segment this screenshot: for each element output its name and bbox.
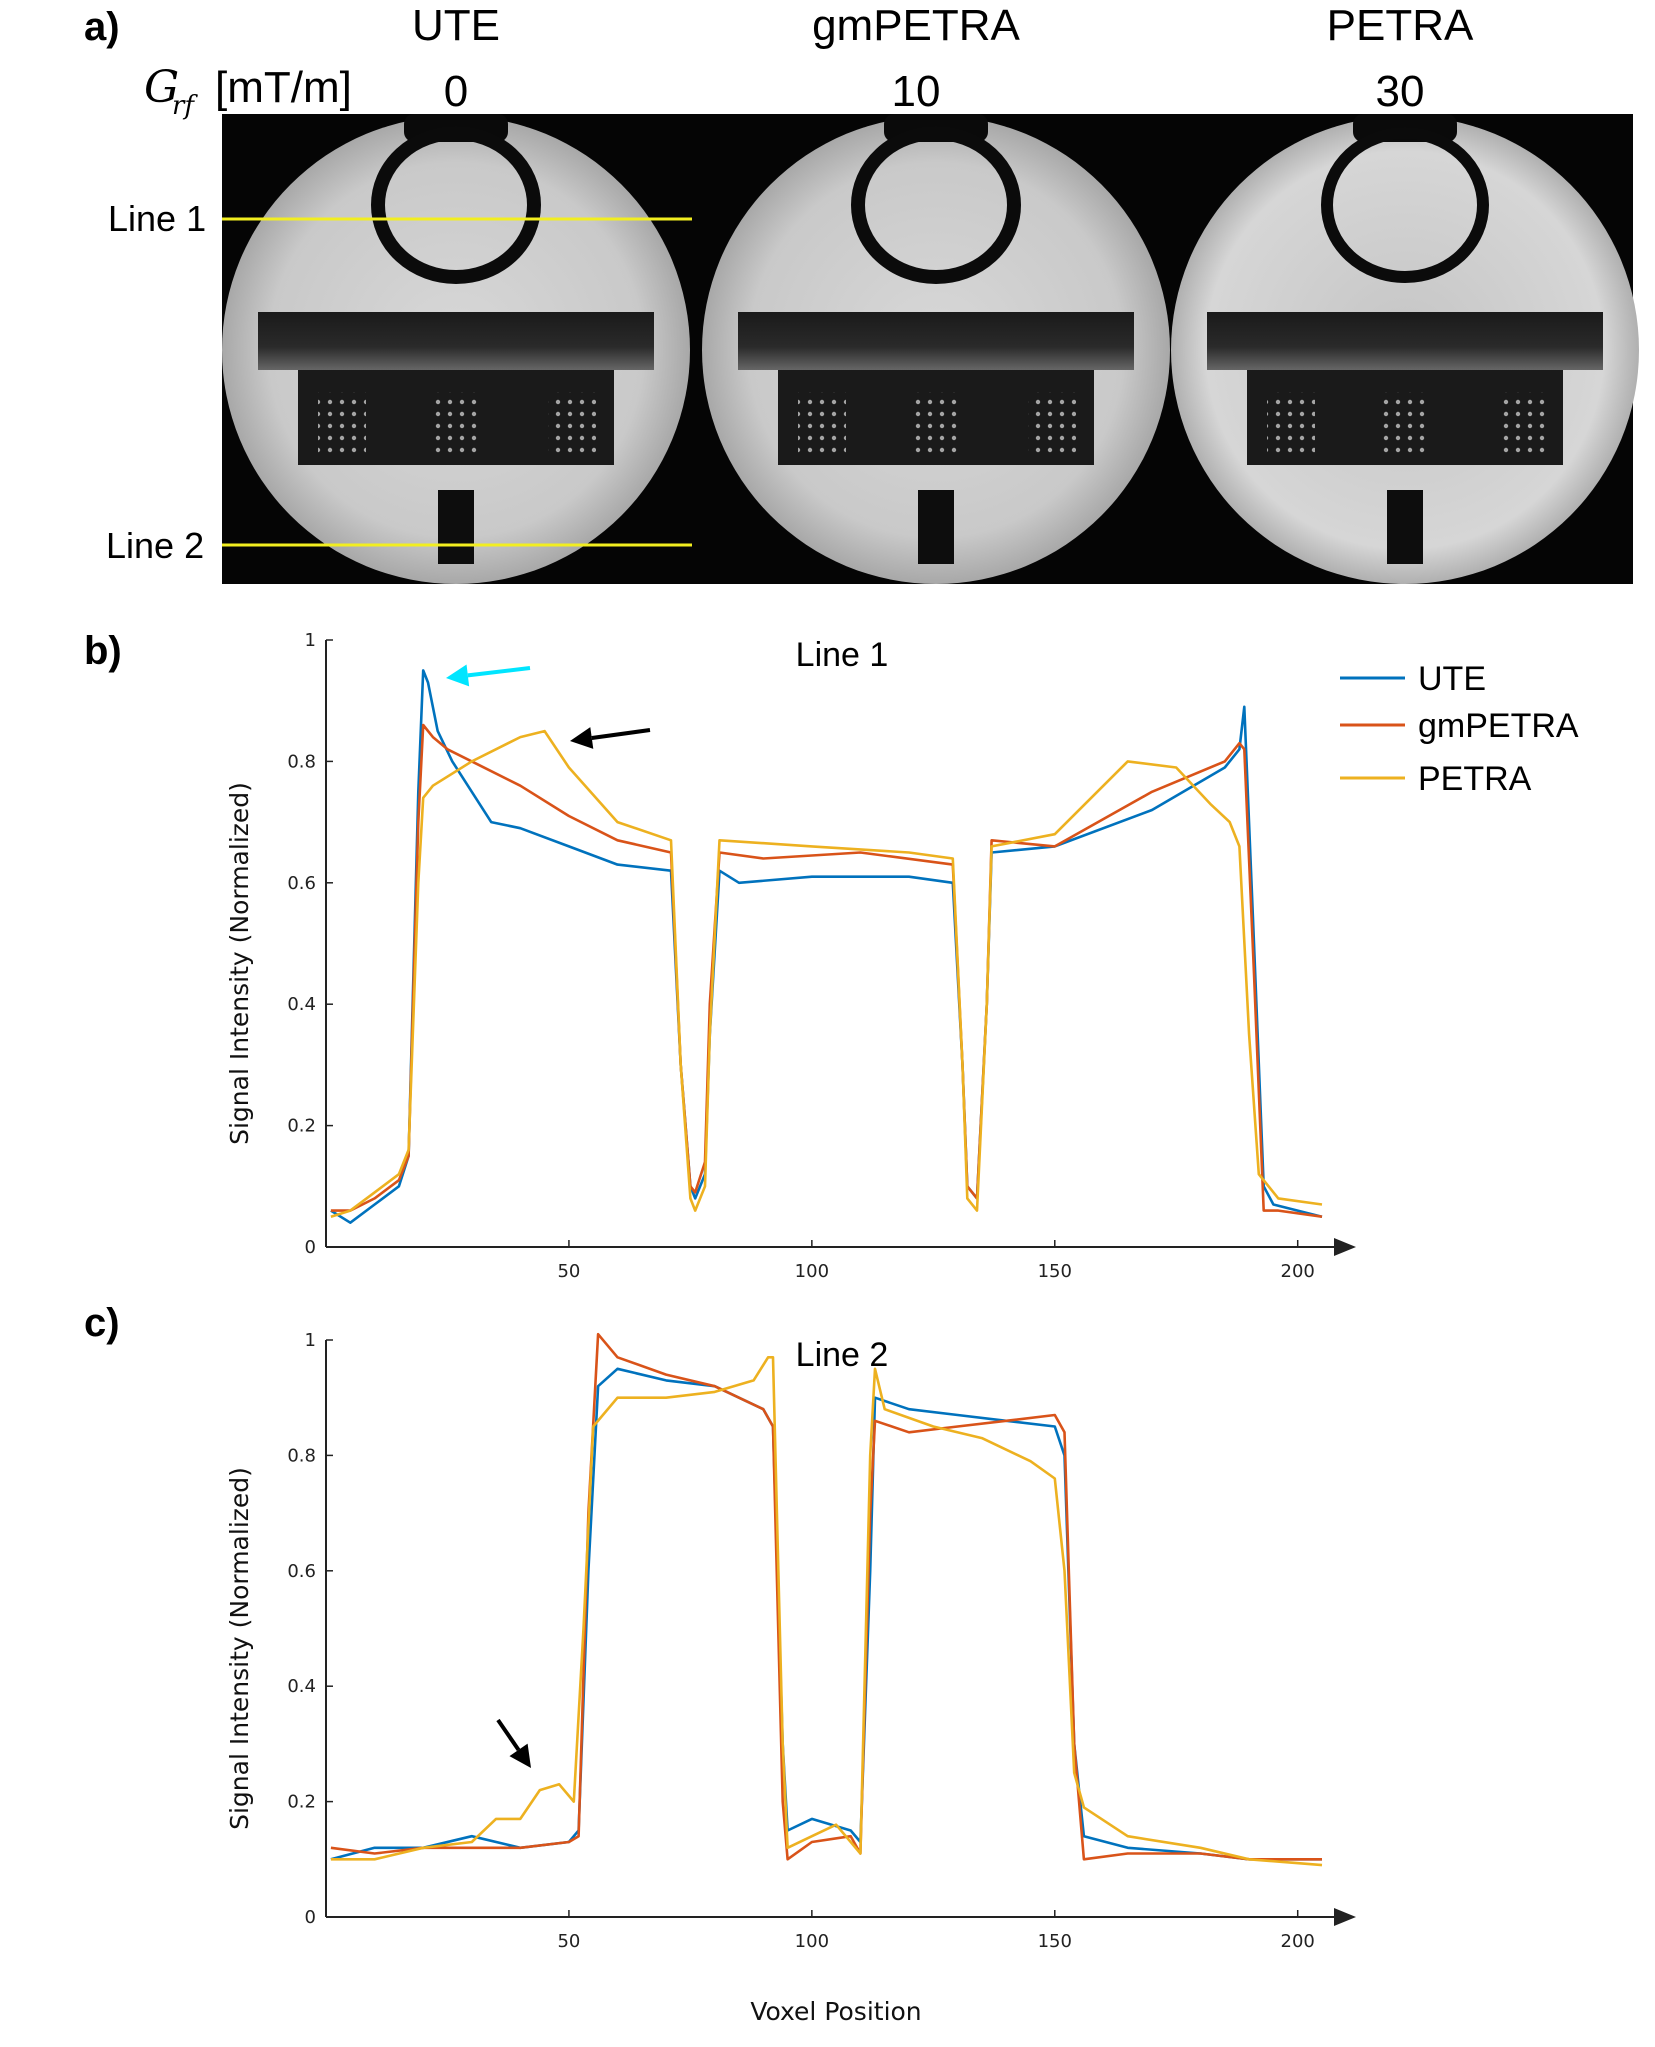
- legend: UTE gmPETRA PETRA: [1340, 660, 1579, 798]
- column-title-ute: UTE: [412, 1, 500, 50]
- phantom-3: [1171, 114, 1639, 584]
- phantom-ring: [851, 126, 1021, 284]
- black-arrow-line2-head: [509, 1743, 531, 1768]
- dot-grid: [318, 392, 366, 456]
- phantom-vial: [438, 490, 474, 564]
- y-tick-label: 1: [305, 630, 316, 651]
- line-2-label: Line 2: [106, 525, 204, 566]
- grf-value-gmpetra: 10: [892, 67, 941, 116]
- series-line-ute: [330, 1367, 1322, 1861]
- y-tick-label: 0.2: [287, 1792, 316, 1813]
- x-tick-label: 150: [1038, 1931, 1072, 1952]
- y-tick-label: 0.8: [287, 1445, 316, 1466]
- x-tick-label: 200: [1281, 1931, 1315, 1952]
- series-line-gmpetra: [330, 723, 1323, 1218]
- dot-grid: [913, 392, 961, 456]
- series-line-ute: [330, 669, 1323, 1224]
- dot-grid: [1497, 392, 1545, 456]
- series-line-petra: [330, 1356, 1323, 1867]
- black-arrow-line2-shaft: [496, 1718, 521, 1752]
- phantom-ring: [371, 126, 541, 284]
- panel-label-a: a): [84, 5, 120, 49]
- chart-title: Line 1: [796, 636, 889, 674]
- x-tick-label: 50: [557, 1931, 580, 1952]
- black-arrow-line1-shaft: [591, 728, 651, 740]
- y-axis-label: Signal Intensity (Normalized): [225, 1467, 254, 1830]
- series-line-gmpetra: [330, 1332, 1322, 1861]
- x-tick-label: 200: [1281, 1261, 1315, 1282]
- column-title-gmpetra: gmPETRA: [812, 1, 1020, 50]
- grf-symbol: G: [144, 62, 179, 113]
- y-axis-label: Signal Intensity (Normalized): [225, 782, 254, 1145]
- dot-grid: [548, 392, 596, 456]
- grf-value-ute: 0: [444, 67, 468, 116]
- grf-value-petra: 30: [1376, 67, 1425, 116]
- panel-label-b: b): [84, 629, 122, 673]
- y-tick-label: 0.4: [287, 994, 316, 1015]
- dot-grid: [1267, 392, 1315, 456]
- dot-grid: [798, 392, 846, 456]
- x-tick-label: 100: [795, 1931, 829, 1952]
- dot-grid: [433, 392, 481, 456]
- legend-label-petra: PETRA: [1418, 760, 1532, 798]
- series-line-petra: [330, 729, 1323, 1218]
- y-tick-label: 0.8: [287, 751, 316, 772]
- x-axis-arrowhead: [1334, 1238, 1356, 1256]
- grf-unit: [mT/m]: [215, 63, 352, 112]
- x-tick-label: 50: [557, 1261, 580, 1282]
- x-axis-label: Voxel Position: [750, 1997, 921, 2026]
- phantom-ring: [1321, 127, 1489, 283]
- legend-label-ute: UTE: [1418, 660, 1486, 698]
- panel-label-c: c): [84, 1301, 120, 1345]
- x-axis-arrowhead: [1334, 1908, 1356, 1926]
- phantom-slot: [1207, 312, 1603, 370]
- phantom-slot: [738, 312, 1134, 370]
- dot-grid: [1028, 392, 1076, 456]
- y-tick-label: 0.6: [287, 873, 316, 894]
- y-tick-label: 0.6: [287, 1561, 316, 1582]
- y-tick-label: 0: [305, 1907, 316, 1928]
- grf-label: G rf [mT/m]: [144, 62, 352, 121]
- line-1-label: Line 1: [108, 198, 206, 239]
- cyan-arrow: [446, 664, 531, 687]
- y-tick-label: 1: [305, 1330, 316, 1351]
- black-arrow-line1-head: [570, 727, 594, 749]
- phantom-slot: [258, 312, 654, 370]
- dot-grid: [1382, 392, 1430, 456]
- column-title-petra: PETRA: [1327, 1, 1474, 50]
- phantom-vial: [1387, 490, 1423, 564]
- black-arrow-line1: [570, 727, 651, 749]
- cyan-arrow-shaft: [467, 666, 531, 678]
- y-tick-label: 0.2: [287, 1116, 316, 1137]
- y-tick-label: 0.4: [287, 1676, 316, 1697]
- x-tick-label: 100: [795, 1261, 829, 1282]
- y-tick-label: 0: [305, 1237, 316, 1258]
- grf-subscript: rf: [172, 91, 198, 121]
- legend-label-gmpetra: gmPETRA: [1418, 707, 1579, 745]
- cyan-arrow-head: [446, 664, 470, 687]
- phantom-2: [702, 114, 1170, 584]
- chart-title: Line 2: [796, 1336, 889, 1374]
- phantom-1: [222, 114, 690, 584]
- x-tick-label: 150: [1038, 1261, 1072, 1282]
- phantom-vial: [918, 490, 954, 564]
- black-arrow-line2: [496, 1718, 531, 1768]
